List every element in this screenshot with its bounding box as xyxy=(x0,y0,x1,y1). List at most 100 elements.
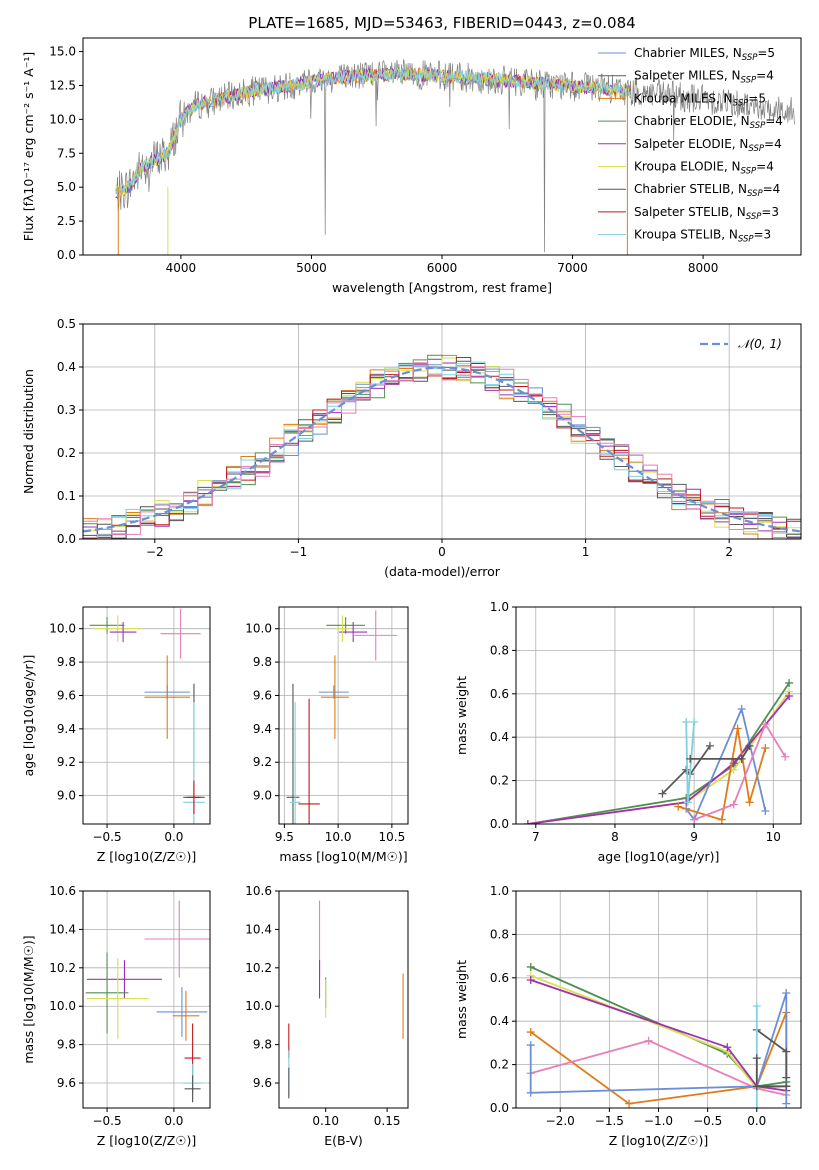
y-tick-label: 9.4 xyxy=(253,722,272,736)
age-vs-mass-panel: 9.5 10.0 10.5 9.0 9.2 9.4 9.6 9.8 10.0 mass [log1… xyxy=(245,606,409,864)
axes-frame xyxy=(278,890,409,1109)
error-bar-plot xyxy=(85,900,210,1103)
x-tick-label: −0.5 xyxy=(92,1114,121,1128)
y-tick-label: 10.0 xyxy=(245,999,272,1013)
plus-marker xyxy=(782,1047,791,1056)
y-tick-label: 9.0 xyxy=(253,789,272,803)
axes-frame xyxy=(82,606,211,825)
x-tick-label: 2 xyxy=(725,545,733,559)
x-tick-label: 0 xyxy=(438,545,446,559)
y-tick-label: 0.1 xyxy=(57,489,76,503)
x-axis-label: Z [log10(Z/Z☉)] xyxy=(609,1133,709,1148)
x-tick-label: 5000 xyxy=(296,261,327,275)
y-tick-label: 0.4 xyxy=(490,730,509,744)
x-tick-label: 8000 xyxy=(688,261,719,275)
plus-marker xyxy=(644,1036,653,1045)
plus-marker xyxy=(737,704,746,713)
y-tick-label: 10.2 xyxy=(245,961,272,975)
y-tick-label: 15.0 xyxy=(49,45,76,59)
plus-marker xyxy=(752,1104,761,1108)
spectrum-plot xyxy=(115,58,795,255)
plus-marker xyxy=(752,1082,761,1091)
error-bar-plot xyxy=(286,610,398,824)
plus-marker xyxy=(752,1002,761,1011)
y-tick-label: 7.5 xyxy=(57,146,76,160)
mass-weight-plot xyxy=(526,962,791,1108)
y-tick-label: 10.4 xyxy=(245,922,272,936)
x-tick-label: −0.5 xyxy=(693,1114,722,1128)
plus-marker xyxy=(737,754,746,763)
y-axis-label: mass weight xyxy=(454,960,469,1039)
y-tick-label: 10.0 xyxy=(245,622,272,636)
y-tick-label: 10.0 xyxy=(49,112,76,126)
y-tick-label: 10.6 xyxy=(245,884,272,898)
plus-marker xyxy=(752,1054,761,1063)
x-tick-label: 9 xyxy=(690,830,698,844)
y-tick-label: 0.6 xyxy=(490,687,509,701)
plus-marker xyxy=(745,741,754,750)
plus-marker xyxy=(683,798,692,807)
x-tick-label: 0.0 xyxy=(164,830,183,844)
y-tick-label: 10.6 xyxy=(49,884,76,898)
x-tick-label: 0.0 xyxy=(164,1114,183,1128)
plus-marker xyxy=(785,691,794,700)
x-axis-label: (data-model)/error xyxy=(384,564,501,579)
plus-marker xyxy=(782,1073,791,1082)
gaussian-curve xyxy=(83,366,801,533)
plus-marker xyxy=(526,1028,535,1037)
x-tick-label: 10.0 xyxy=(325,830,352,844)
y-tick-label: 10.0 xyxy=(49,622,76,636)
plus-marker xyxy=(717,815,726,824)
x-axis-label: Z [log10(Z/Z☉)] xyxy=(97,1133,197,1148)
plus-marker xyxy=(761,806,770,815)
y-tick-label: 1.0 xyxy=(490,600,509,614)
y-tick-label: 9.4 xyxy=(57,722,76,736)
y-axis-label: mass weight xyxy=(454,676,469,755)
massweight-vs-age-panel: 7 8 9 10 0.0 0.2 0.4 0.6 0.8 1.0 age [log10(age/yr… xyxy=(454,600,802,864)
y-tick-label: 0.4 xyxy=(57,360,76,374)
y-tick-label: 10.4 xyxy=(49,922,76,936)
x-tick-label: −1.5 xyxy=(595,1114,624,1128)
y-tick-label: 10.2 xyxy=(49,961,76,975)
y-tick-label: 0.0 xyxy=(57,248,76,262)
y-tick-label: 0.8 xyxy=(490,927,509,941)
plus-marker xyxy=(523,820,532,824)
x-tick-label: 8 xyxy=(611,830,619,844)
legend-entry: Kroupa MILES, NSSP=5 xyxy=(634,91,766,108)
mass-vs-Z-panel: −0.5 0.0 9.6 9.8 10.0 10.2 10.4 10.6 Z [log10(Z/… xyxy=(21,884,211,1148)
y-tick-label: 9.8 xyxy=(57,1038,76,1052)
x-tick-label: 1 xyxy=(582,545,590,559)
plus-marker xyxy=(782,988,791,997)
plus-marker xyxy=(526,962,535,971)
plus-marker xyxy=(658,789,667,798)
residuals-plot xyxy=(83,354,801,539)
y-tick-label: 9.6 xyxy=(253,1076,272,1090)
legend-entry: Kroupa STELIB, NSSP=3 xyxy=(634,228,771,245)
y-tick-label: 0.2 xyxy=(57,446,76,460)
y-tick-label: 9.6 xyxy=(253,688,272,702)
x-tick-label: 0.15 xyxy=(374,1114,401,1128)
axes-frame xyxy=(82,890,211,1109)
x-tick-label: −1.0 xyxy=(644,1114,673,1128)
plus-marker xyxy=(761,720,770,729)
x-tick-label: 6000 xyxy=(427,261,458,275)
y-tick-label: 9.8 xyxy=(253,1038,272,1052)
error-bar-plot xyxy=(89,608,205,824)
plus-marker xyxy=(782,1082,791,1091)
x-tick-label: −2 xyxy=(146,545,164,559)
y-tick-label: 0.0 xyxy=(490,1101,509,1115)
y-tick-label: 9.8 xyxy=(57,655,76,669)
y-tick-label: 0.0 xyxy=(490,817,509,831)
plus-marker xyxy=(733,724,742,733)
mass-weight-plot xyxy=(523,678,794,824)
series-line xyxy=(530,1039,787,1096)
y-axis-label: Normed distribution xyxy=(21,369,36,494)
series-line xyxy=(530,979,787,1092)
x-tick-label: 10.5 xyxy=(379,830,406,844)
y-tick-label: 9.6 xyxy=(57,688,76,702)
plus-marker xyxy=(625,1099,634,1108)
x-tick-label: 4000 xyxy=(166,261,197,275)
y-tick-label: 0.0 xyxy=(57,532,76,546)
y-tick-label: 9.8 xyxy=(253,655,272,669)
